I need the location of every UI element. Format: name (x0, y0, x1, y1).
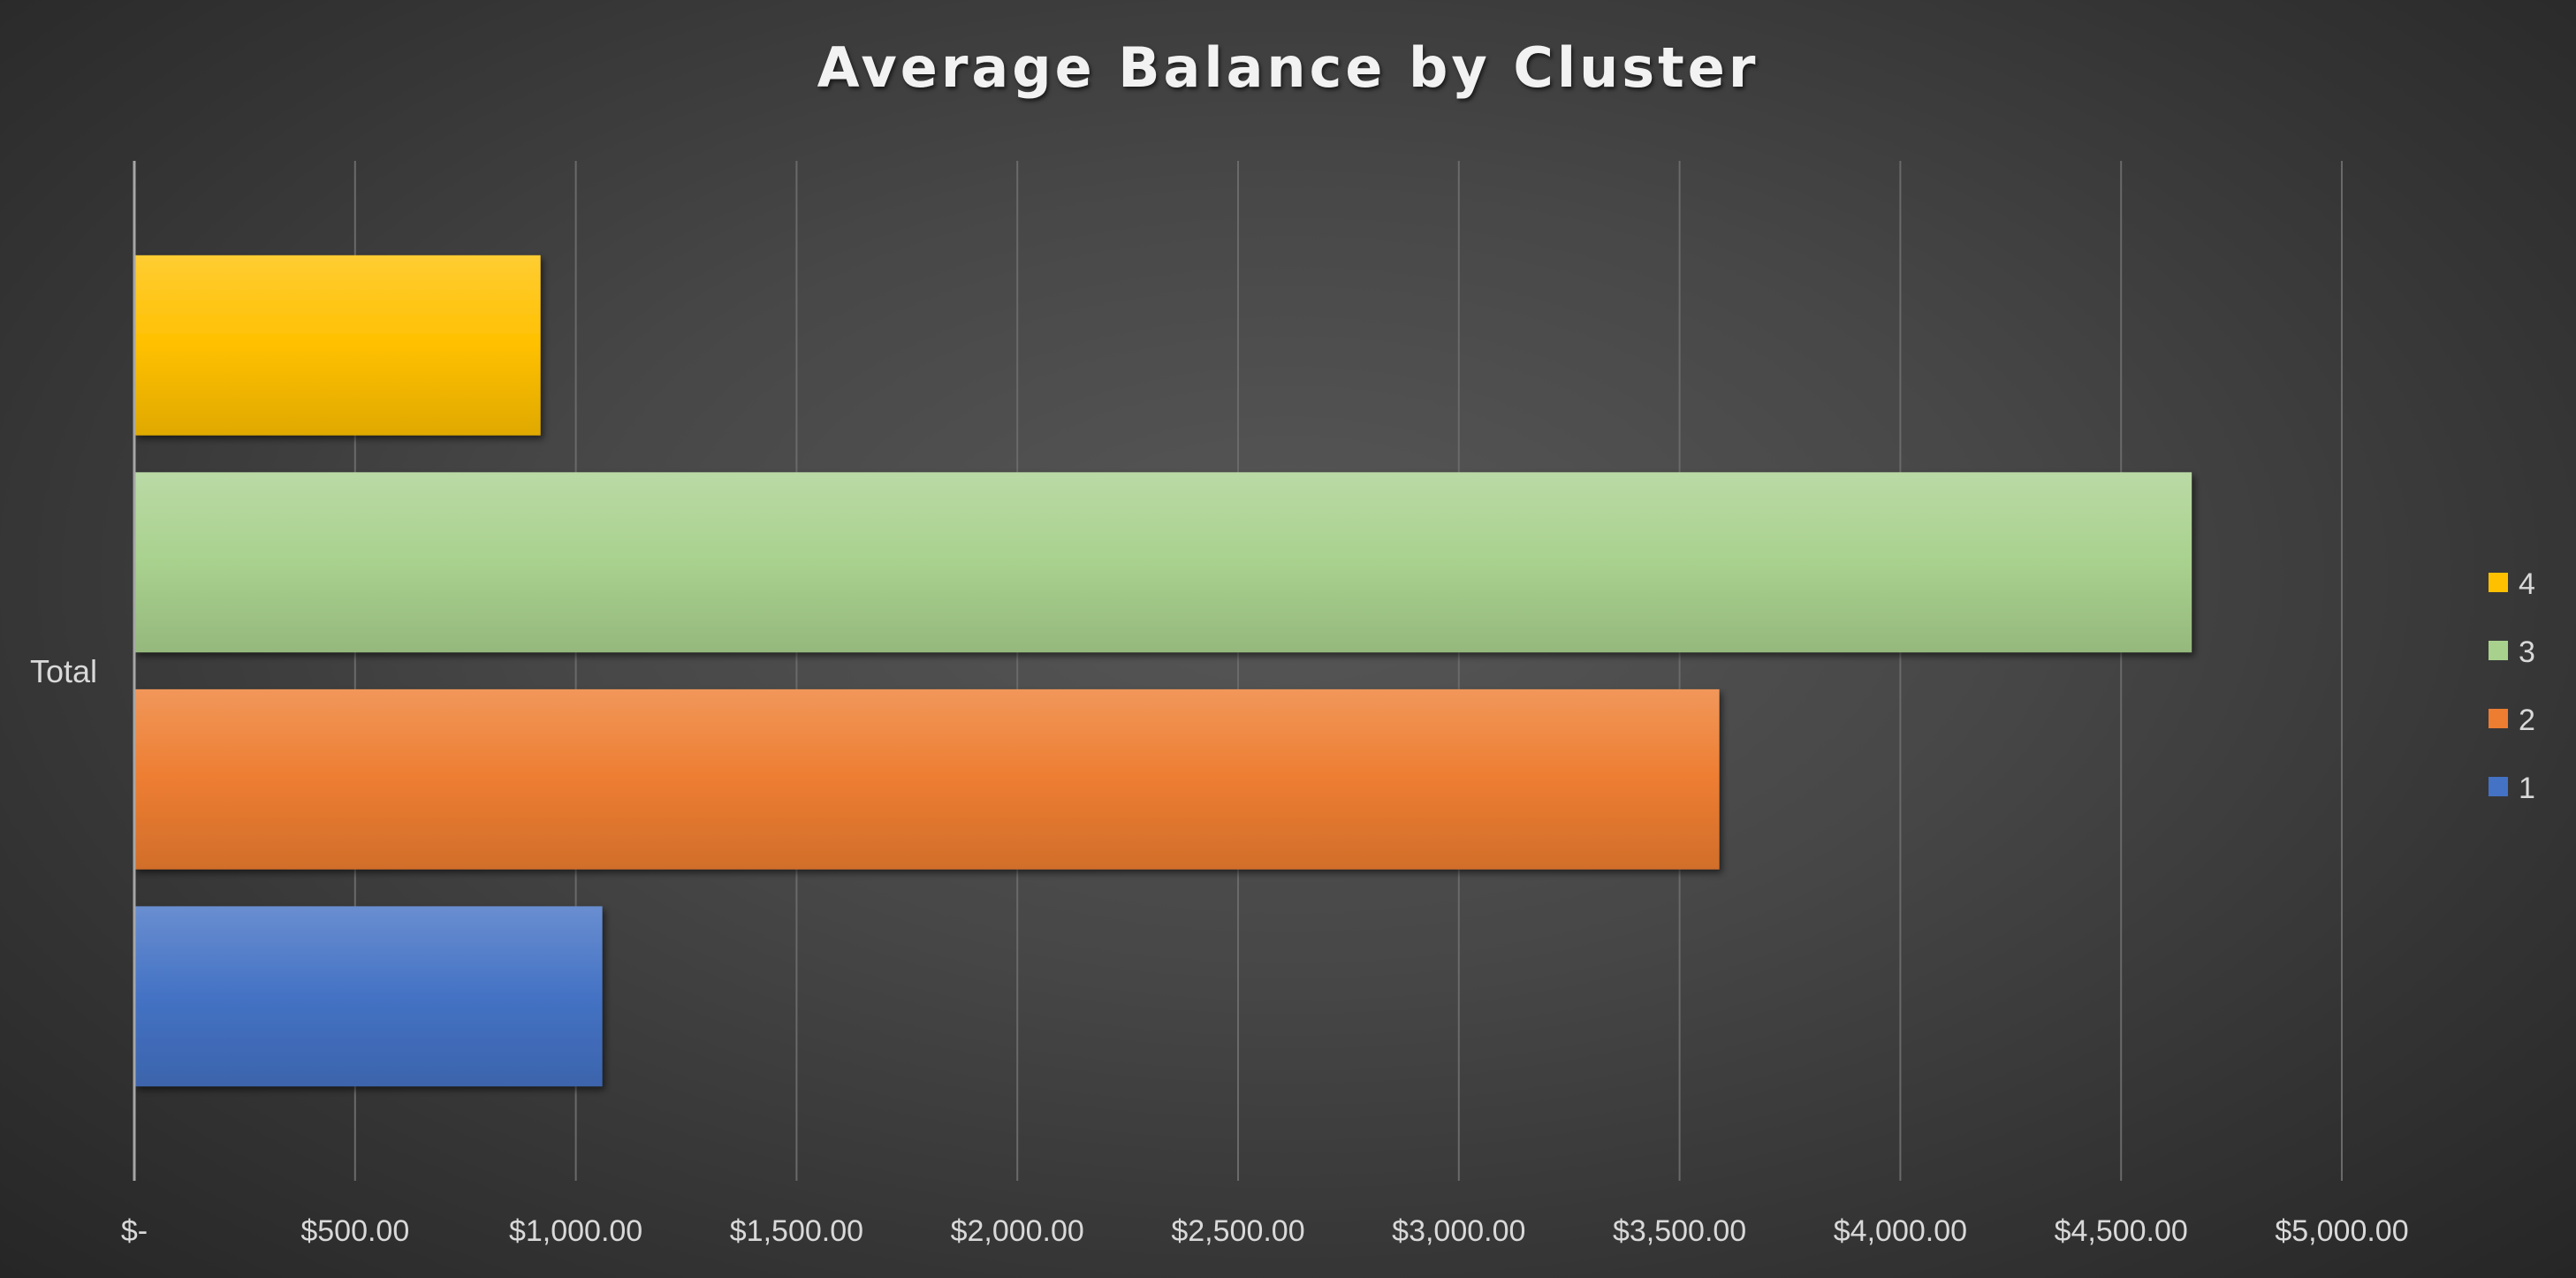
bars (134, 255, 2192, 1087)
legend: 4 3 2 1 (2489, 567, 2535, 805)
bar-series-2 (134, 688, 1720, 870)
legend-label-1: 1 (2519, 772, 2535, 805)
x-tick-label: $500.00 (300, 1214, 409, 1248)
legend-swatch-3 (2489, 641, 2508, 660)
gridlines (353, 161, 2343, 1181)
x-tick-label: $1,500.00 (730, 1214, 863, 1248)
axes: $- $500.00 $1,000.00 $1,500.00 $2,000.00 $2,5… (30, 161, 2409, 1248)
x-tick-label: $2,000.00 (951, 1214, 1084, 1248)
chart-title: Average Balance by Cluster (817, 35, 1759, 100)
x-tick-label: $3,000.00 (1392, 1214, 1525, 1248)
x-tick-label: $5,000.00 (2275, 1214, 2408, 1248)
legend-swatch-2 (2489, 709, 2508, 728)
x-tick-label: $2,500.00 (1171, 1214, 1304, 1248)
y-category-label: Total (30, 653, 97, 689)
bar-series-4 (134, 255, 541, 436)
bar-series-3 (134, 472, 2192, 653)
legend-swatch-1 (2489, 777, 2508, 796)
bar-series-1 (134, 906, 603, 1087)
legend-label-3: 3 (2519, 635, 2535, 669)
x-tick-label: $- (121, 1214, 148, 1248)
legend-label-2: 2 (2519, 704, 2535, 737)
legend-label-4: 4 (2519, 567, 2535, 601)
x-tick-label: $4,500.00 (2055, 1214, 2188, 1248)
x-tick-label: $1,000.00 (509, 1214, 642, 1248)
x-tick-label: $3,500.00 (1613, 1214, 1746, 1248)
x-tick-label: $4,000.00 (1834, 1214, 1967, 1248)
legend-swatch-4 (2489, 573, 2508, 592)
